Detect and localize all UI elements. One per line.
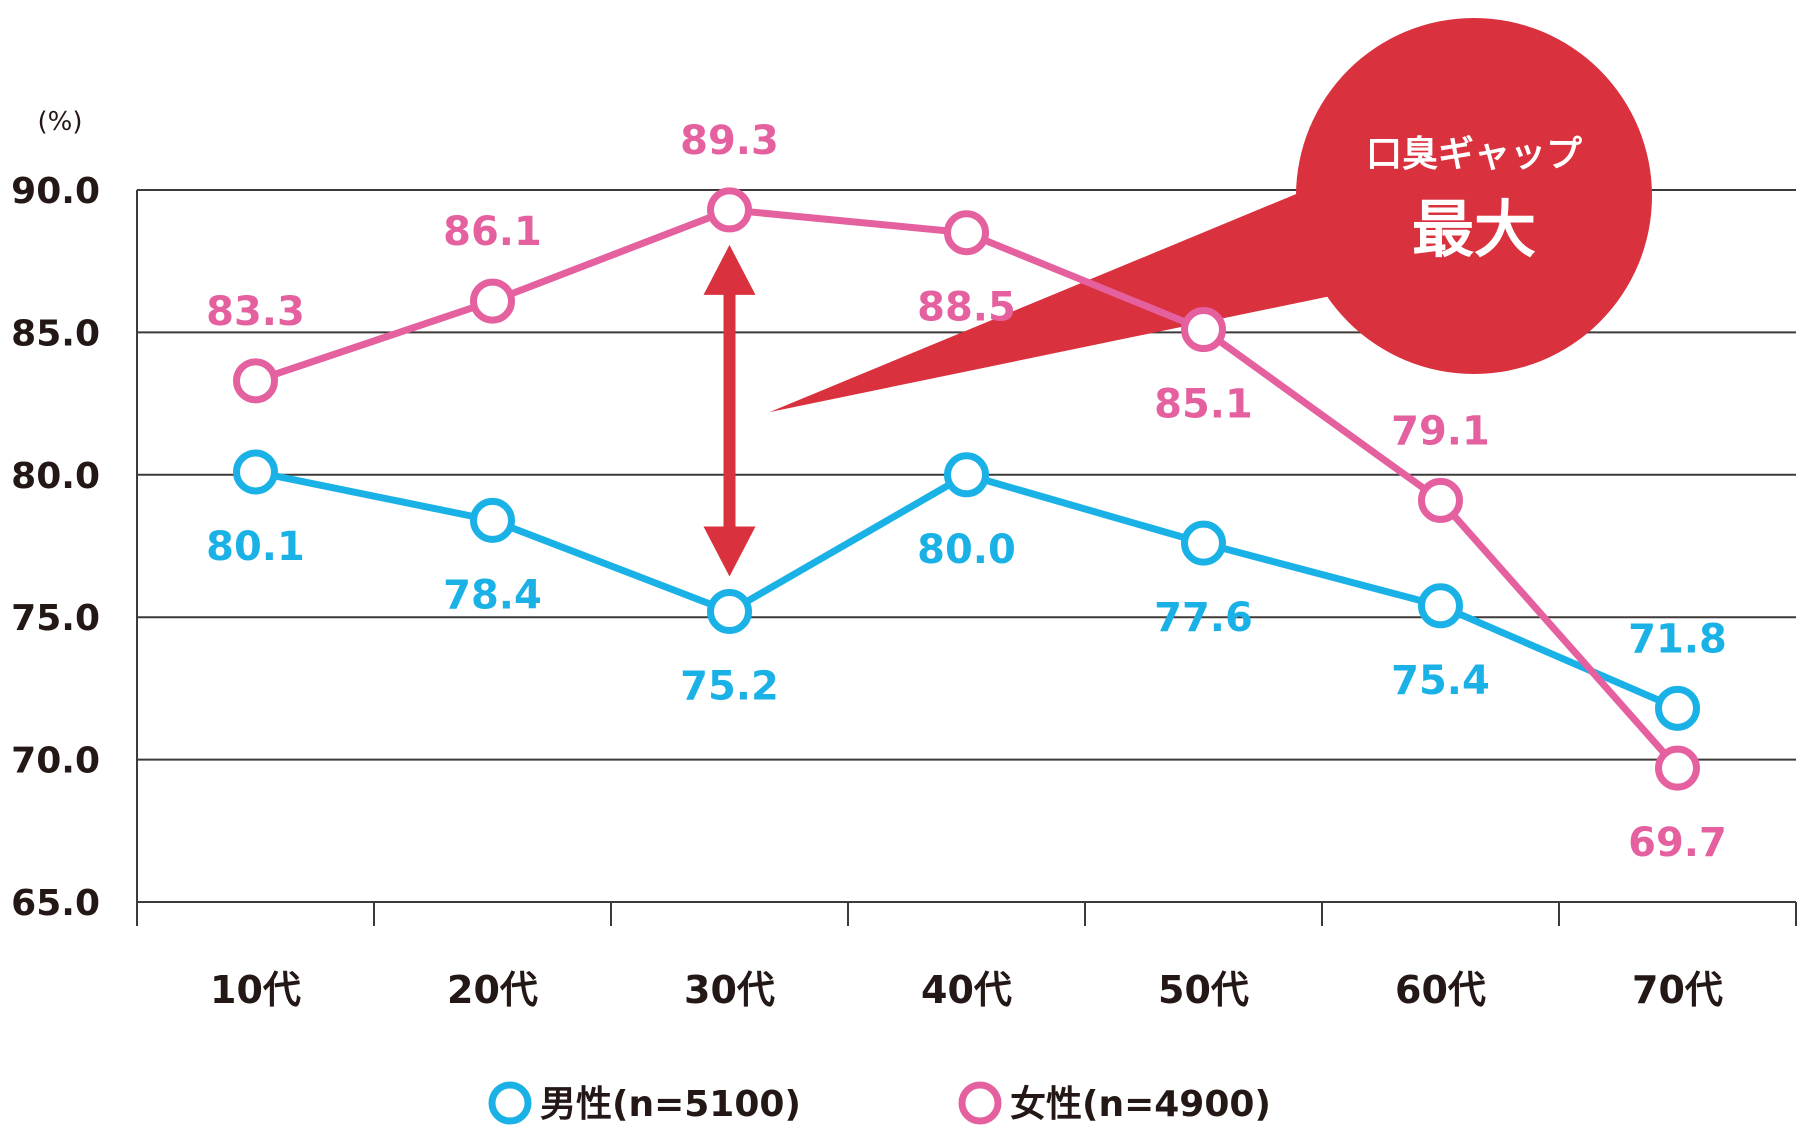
data-label: 78.4 <box>443 572 542 618</box>
data-label: 69.7 <box>1628 820 1727 866</box>
y-tick-label: 75.0 <box>11 598 100 639</box>
data-label: 88.5 <box>917 285 1016 331</box>
series <box>233 187 1700 791</box>
callout-bubble <box>1296 18 1652 374</box>
x-tick-label: 20代 <box>447 968 538 1012</box>
data-point <box>707 187 752 233</box>
callout-pointer <box>769 180 1360 413</box>
y-unit-label: (%) <box>38 107 83 137</box>
data-label: 89.3 <box>680 118 779 164</box>
arrow-head-up <box>703 244 756 295</box>
data-point <box>233 449 278 495</box>
callout-text-gap: 口臭ギャップ <box>1366 134 1582 175</box>
data-label: 77.6 <box>1154 595 1253 641</box>
gap-arrow <box>703 244 756 577</box>
data-label: 75.2 <box>680 664 779 710</box>
data-labels: 80.1 78.4 75.2 80.0 77.6 75.4 71.8 83.3 86.1 89.3… <box>206 118 1727 866</box>
x-tick-label: 30代 <box>684 968 775 1012</box>
legend-marker <box>488 1081 532 1125</box>
axes <box>136 190 1797 926</box>
data-label: 71.8 <box>1628 616 1727 662</box>
x-tick-label: 10代 <box>210 968 301 1012</box>
data-point <box>1655 685 1700 731</box>
data-label: 83.3 <box>206 289 305 335</box>
y-tick-labels: 90.0 85.0 80.0 75.0 70.0 65.0 <box>11 171 100 924</box>
legend-label: 男性(n=5100) <box>540 1084 801 1125</box>
data-label: 80.0 <box>917 527 1016 573</box>
data-point <box>1418 583 1463 629</box>
arrow-head-down <box>703 526 756 577</box>
data-point <box>233 358 278 404</box>
legend-label: 女性(n=4900) <box>1010 1084 1271 1125</box>
gap-callout: 口臭ギャップ 最大 <box>769 18 1652 413</box>
data-point <box>1418 477 1463 523</box>
y-tick-label: 85.0 <box>11 313 100 354</box>
data-label: 79.1 <box>1391 408 1490 454</box>
data-point <box>944 452 989 498</box>
x-tick-labels: 10代 20代 30代 40代 50代 60代 70代 <box>210 968 1723 1012</box>
data-point <box>1181 307 1226 353</box>
data-point <box>470 497 515 543</box>
data-point <box>1655 745 1700 791</box>
callout-text-max: 最大 <box>1412 193 1536 266</box>
x-tick-label: 40代 <box>921 968 1012 1012</box>
y-tick-label: 65.0 <box>11 883 100 924</box>
data-point <box>944 210 989 256</box>
legend: 男性(n=5100) 女性(n=4900) <box>488 1081 1271 1125</box>
y-tick-label: 80.0 <box>11 456 100 497</box>
x-tick-label: 70代 <box>1632 968 1723 1012</box>
data-label: 85.1 <box>1154 382 1253 428</box>
data-label: 86.1 <box>443 209 542 255</box>
data-point <box>707 589 752 635</box>
data-point <box>470 278 515 324</box>
data-label: 75.4 <box>1391 658 1490 704</box>
data-point <box>1181 520 1226 566</box>
y-tick-label: 70.0 <box>11 741 100 782</box>
legend-marker <box>958 1081 1002 1125</box>
data-label: 80.1 <box>206 524 305 570</box>
y-tick-label: 90.0 <box>11 171 100 212</box>
x-tick-label: 60代 <box>1395 968 1486 1012</box>
x-tick-label: 50代 <box>1158 968 1249 1012</box>
